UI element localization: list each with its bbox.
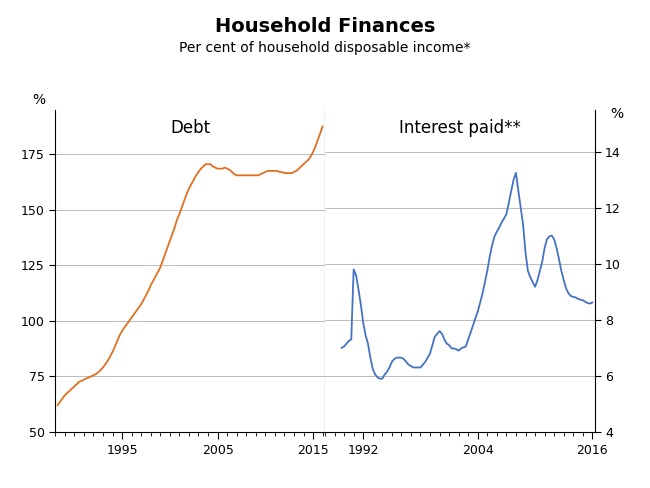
Y-axis label: %: % xyxy=(610,106,623,121)
Text: Debt: Debt xyxy=(170,120,210,138)
Text: Household Finances: Household Finances xyxy=(214,17,436,36)
Text: Per cent of household disposable income*: Per cent of household disposable income* xyxy=(179,41,471,56)
Text: Interest paid**: Interest paid** xyxy=(399,120,521,138)
Y-axis label: %: % xyxy=(32,93,46,106)
